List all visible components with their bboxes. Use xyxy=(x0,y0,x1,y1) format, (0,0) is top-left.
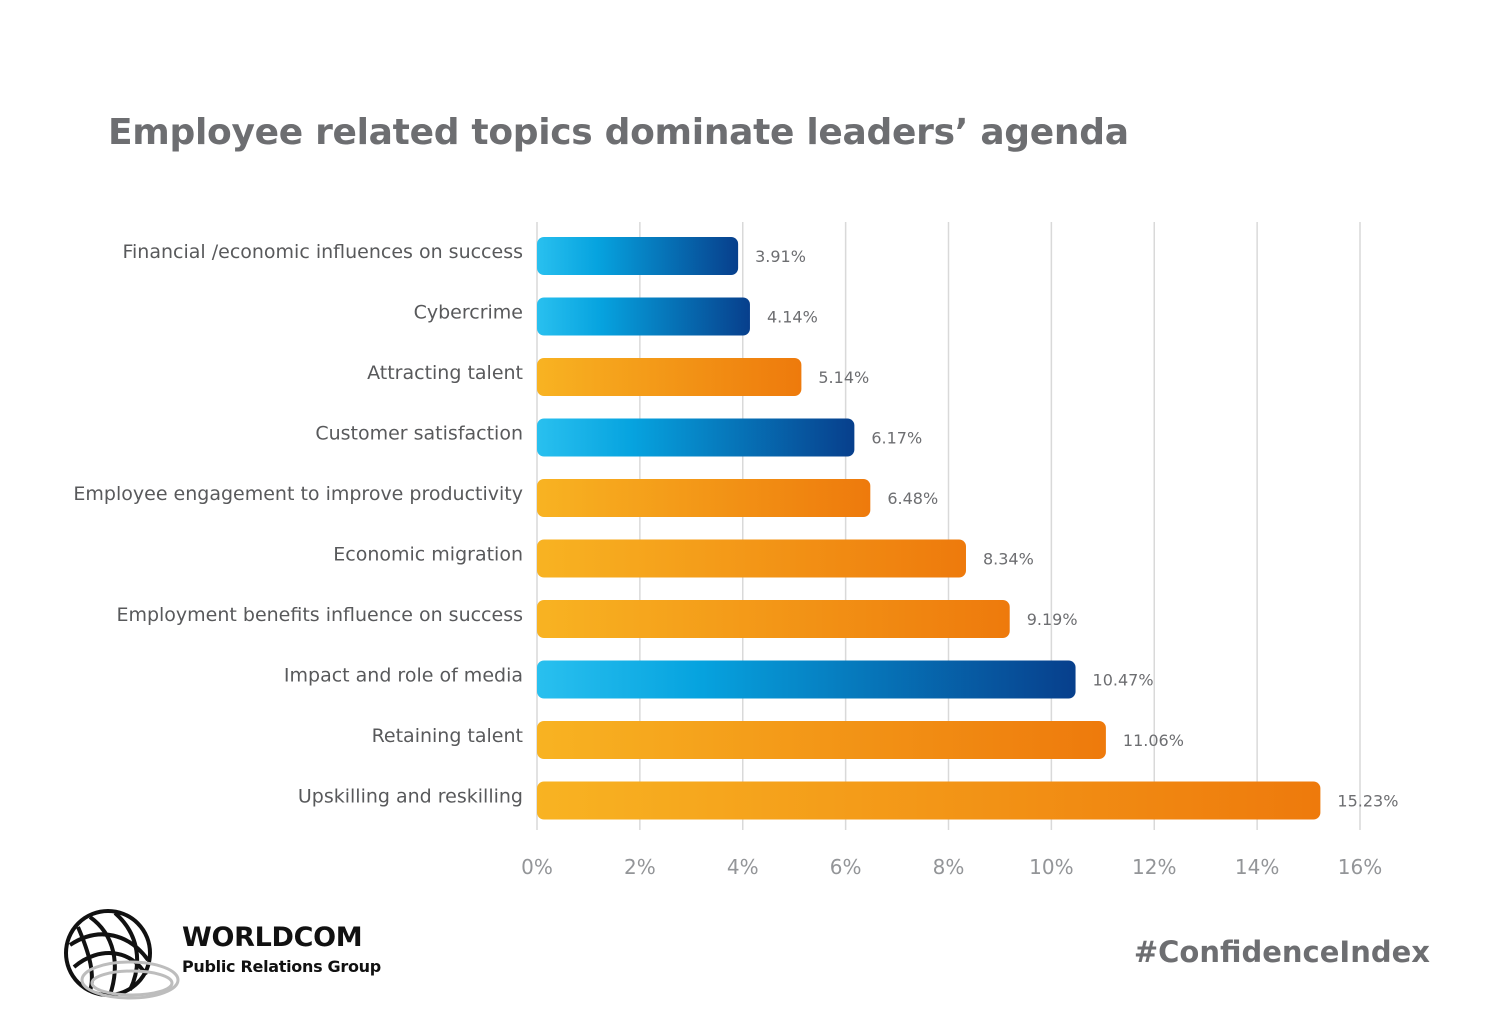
x-tick-label: 12% xyxy=(1132,855,1176,879)
bar xyxy=(537,721,1106,759)
bar xyxy=(537,479,871,517)
data-label: 5.14% xyxy=(818,368,869,387)
bar xyxy=(537,539,966,578)
category-label: Retaining talent xyxy=(372,725,523,747)
data-label: 6.17% xyxy=(871,429,922,448)
data-label: 3.91% xyxy=(755,247,806,266)
chart-title: Employee related topics dominate leaders… xyxy=(108,112,1129,153)
bar xyxy=(537,418,855,457)
x-tick-label: 16% xyxy=(1338,855,1382,879)
data-label: 6.48% xyxy=(887,489,938,508)
category-label: Employment benefits influence on success xyxy=(116,604,523,626)
bar xyxy=(537,237,739,275)
data-label: 8.34% xyxy=(983,550,1034,569)
category-label: Cybercrime xyxy=(414,302,523,324)
data-label: 15.23% xyxy=(1337,792,1398,811)
bar xyxy=(537,600,1010,638)
data-label: 4.14% xyxy=(767,308,818,327)
bar xyxy=(537,297,750,336)
bars xyxy=(537,237,1321,820)
x-tick-label: 4% xyxy=(727,855,759,879)
bar xyxy=(537,358,802,396)
x-tick-label: 8% xyxy=(933,855,965,879)
worldcom-globe-icon xyxy=(64,909,180,1000)
x-tick-label: 6% xyxy=(830,855,862,879)
x-tick-label: 14% xyxy=(1235,855,1279,879)
category-label: Economic migration xyxy=(333,544,523,566)
category-label: Upskilling and reskilling xyxy=(298,786,523,808)
data-label: 10.47% xyxy=(1093,671,1154,690)
data-label: 11.06% xyxy=(1123,731,1184,750)
bar xyxy=(537,781,1321,820)
brand-subtitle: Public Relations Group xyxy=(182,957,381,976)
hashtag: #ConfidenceIndex xyxy=(1133,935,1430,969)
category-label: Impact and role of media xyxy=(284,665,523,687)
bar xyxy=(537,660,1076,699)
category-label: Financial /economic influences on succes… xyxy=(122,241,523,263)
x-tick-label: 0% xyxy=(521,855,553,879)
data-label: 9.19% xyxy=(1027,610,1078,629)
category-label: Customer satisfaction xyxy=(315,423,523,445)
category-label: Employee engagement to improve productiv… xyxy=(73,483,523,505)
value-labels: 3.91% 4.14% 5.14% 6.17% 6.48% 8.34% 9.19% 10.47… xyxy=(755,247,1398,811)
x-tick-label: 10% xyxy=(1029,855,1073,879)
category-label: Attracting talent xyxy=(367,362,523,384)
x-axis-ticks: 0% 2% 4% 6% 8% 10% 12% 14% 16% xyxy=(521,855,1382,879)
category-labels: Financial /economic influences on succes… xyxy=(73,241,523,808)
brand-name: WORLDCOM xyxy=(182,922,363,953)
x-tick-label: 2% xyxy=(624,855,656,879)
